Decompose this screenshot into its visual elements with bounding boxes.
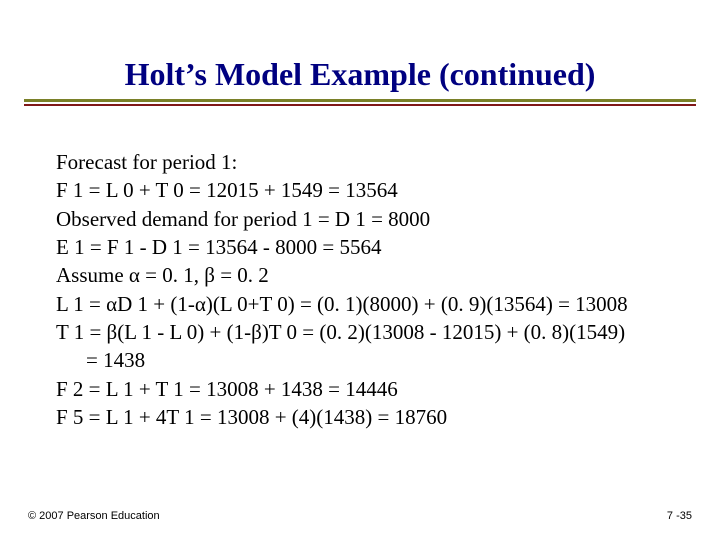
- body-line: F 5 = L 1 + 4T 1 = 13008 + (4)(1438) = 1…: [56, 403, 680, 431]
- body-line: Assume α = 0. 1, β = 0. 2: [56, 261, 680, 289]
- body-line: F 1 = L 0 + T 0 = 12015 + 1549 = 13564: [56, 176, 680, 204]
- footer-copyright: © 2007 Pearson Education: [28, 510, 160, 522]
- page-title: Holt’s Model Example (continued): [0, 56, 720, 93]
- body-line: Observed demand for period 1 = D 1 = 800…: [56, 205, 680, 233]
- title-block: Holt’s Model Example (continued): [0, 56, 720, 106]
- slide: Holt’s Model Example (continued) Forecas…: [0, 0, 720, 540]
- rule-maroon: [24, 104, 696, 106]
- body-text: Forecast for period 1: F 1 = L 0 + T 0 =…: [56, 148, 680, 431]
- title-underline: [24, 99, 696, 106]
- body-line: Forecast for period 1:: [56, 148, 680, 176]
- body-line: = 1438: [56, 346, 680, 374]
- body-line: L 1 = αD 1 + (1-α)(L 0+T 0) = (0. 1)(800…: [56, 290, 680, 318]
- footer-page-number: 7 -35: [667, 510, 692, 522]
- body-line: T 1 = β(L 1 - L 0) + (1-β)T 0 = (0. 2)(1…: [56, 318, 680, 346]
- body-line: E 1 = F 1 - D 1 = 13564 - 8000 = 5564: [56, 233, 680, 261]
- rule-olive: [24, 99, 696, 102]
- body-line: F 2 = L 1 + T 1 = 13008 + 1438 = 14446: [56, 375, 680, 403]
